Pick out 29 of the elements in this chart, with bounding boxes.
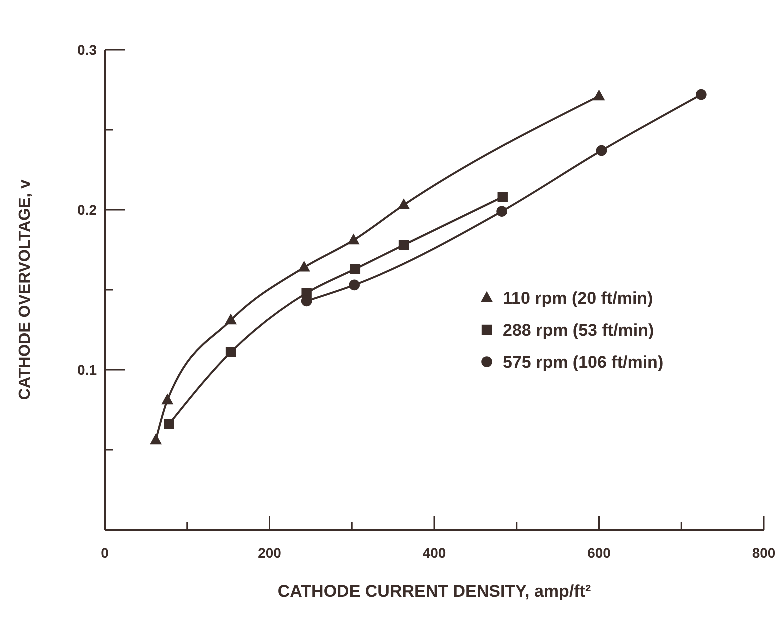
x-tick-label: 0 — [101, 545, 110, 561]
point — [298, 261, 310, 272]
legend-label: 288 rpm (53 ft/min) — [503, 320, 654, 340]
x-tick-label: 200 — [258, 545, 282, 561]
point — [162, 394, 174, 405]
x-tick-label: 400 — [422, 545, 446, 561]
y-axis-title: CATHODE OVERVOLTAGE, v — [17, 180, 34, 400]
x-tick-label: 600 — [588, 545, 612, 561]
legend-label: 575 rpm (106 ft/min) — [503, 352, 664, 372]
point — [164, 419, 174, 430]
x-axis-title: CATHODE CURRENT DENSITY, amp/ft² — [278, 582, 592, 601]
point — [696, 89, 707, 100]
point — [225, 314, 238, 325]
point — [398, 198, 410, 210]
y-tick-label: 0.2 — [78, 202, 98, 218]
y-tick-label: 0.1 — [78, 362, 98, 378]
point — [498, 192, 508, 202]
point — [593, 90, 606, 101]
point — [150, 434, 162, 445]
legend-label: 110 rpm (20 ft/min) — [503, 288, 654, 308]
y-tick-label: 0.3 — [78, 42, 98, 58]
point — [349, 280, 360, 291]
point — [496, 206, 508, 217]
point — [350, 264, 361, 274]
point — [348, 234, 360, 245]
x-tick-label: 800 — [752, 545, 776, 561]
point — [226, 347, 236, 358]
point — [596, 145, 608, 156]
point — [398, 240, 410, 250]
